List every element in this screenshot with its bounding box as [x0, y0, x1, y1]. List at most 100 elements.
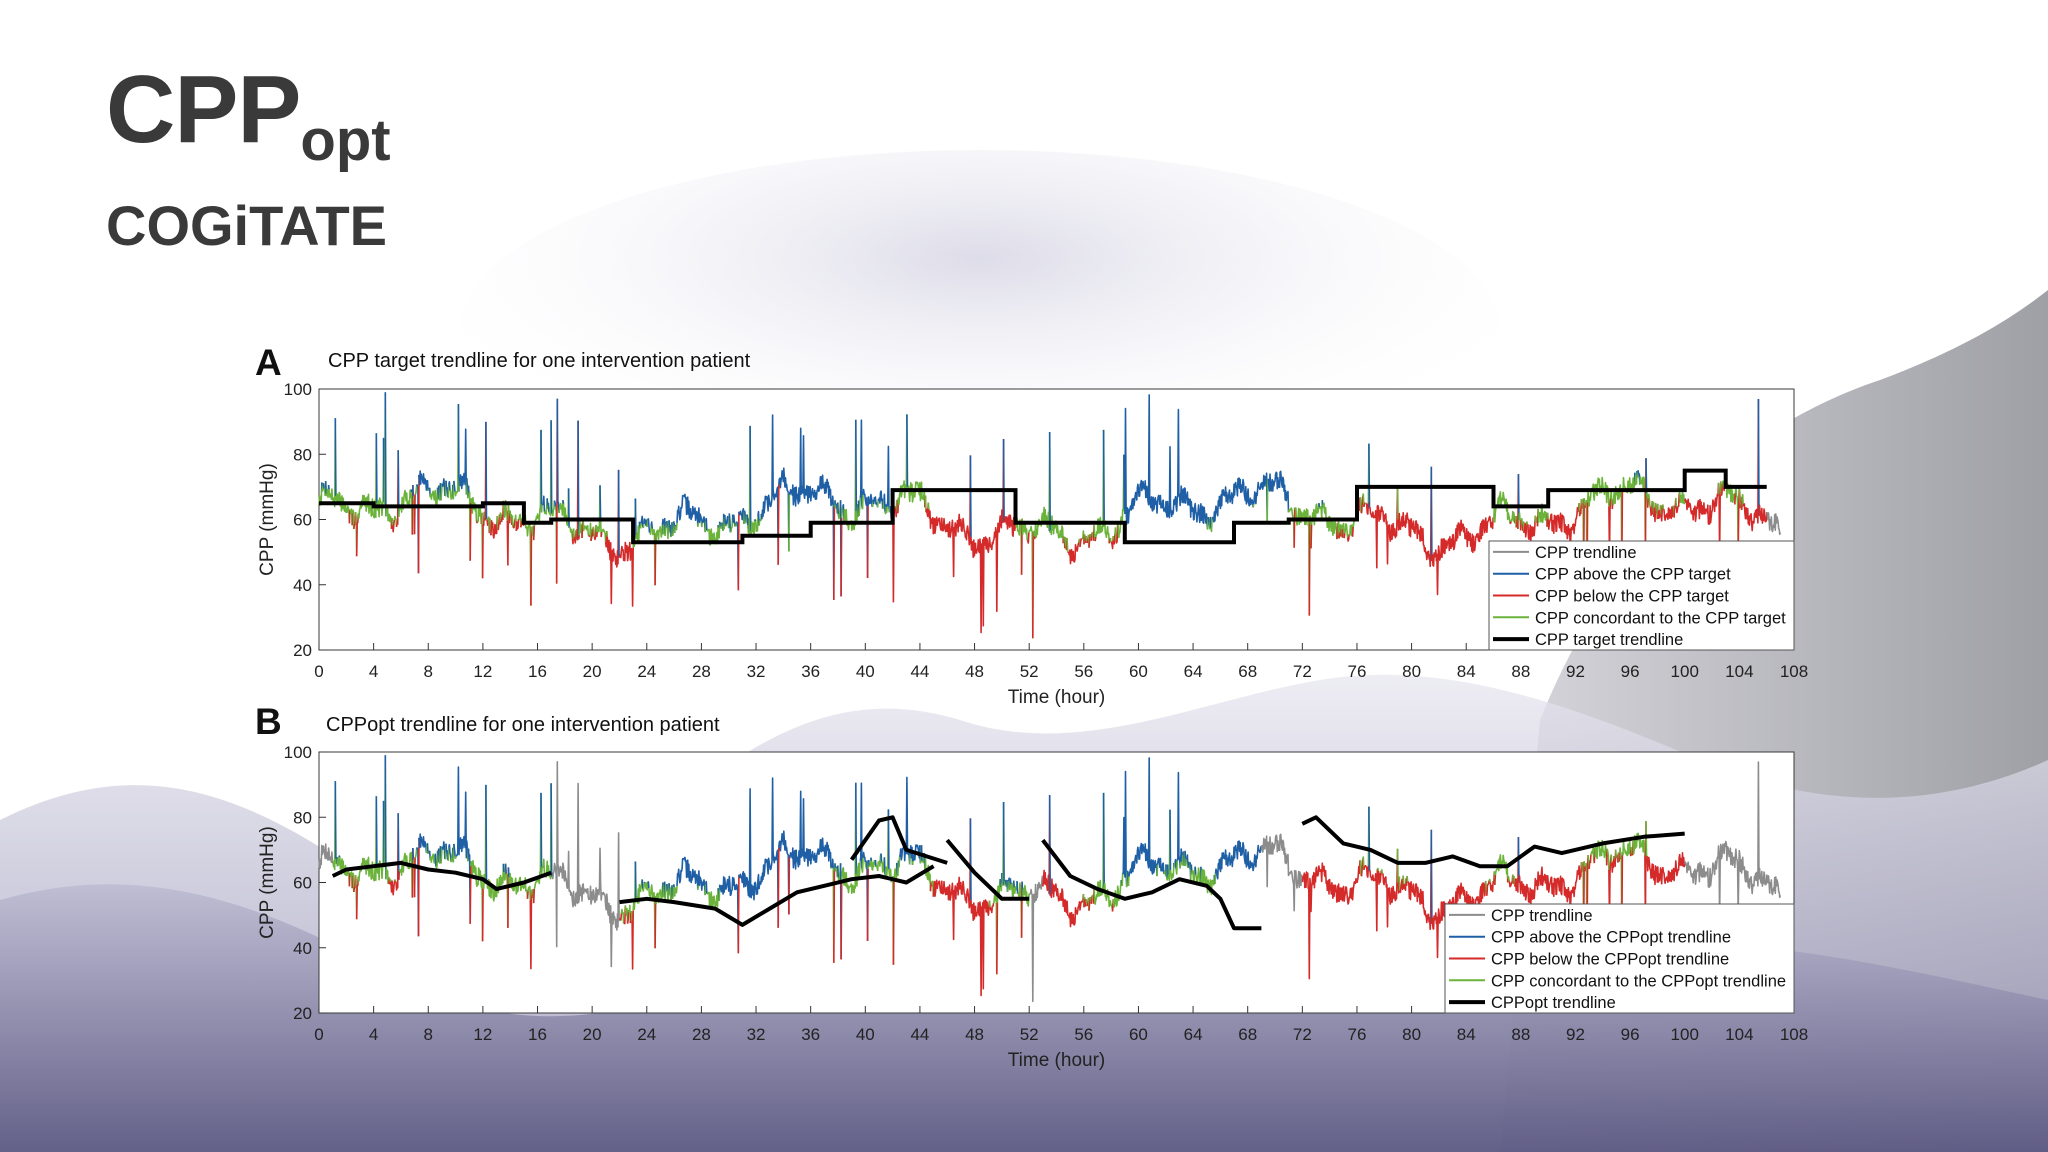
chart-b-cpp-signal [1618, 852, 1621, 862]
chart-a-cpp-signal [1267, 470, 1290, 513]
chart-b-cpp-signal [654, 882, 664, 905]
chart-a-cpp-signal [375, 433, 378, 504]
chart-b-cpp-signal [1002, 801, 1005, 885]
chart-a-cpp-signal [515, 518, 520, 532]
chart-b-cpp-signal [777, 847, 780, 928]
chart-a-cpp-signal [1049, 515, 1064, 544]
chart-b-cpp-signal [1377, 870, 1383, 885]
chart-a-cpp-signal [357, 433, 378, 519]
chart-a-cpp-signal [476, 504, 483, 525]
chart-a-cpp-signal [970, 438, 1005, 634]
chart-a-cpp-signal [1537, 503, 1548, 527]
chart-a-cpp-signal [1659, 504, 1662, 515]
chart-b-cppopt-trendline [1041, 838, 1262, 931]
chart-a-cpp-signal [481, 511, 485, 579]
chart-a-cpp-signal [1523, 521, 1528, 538]
chart-b-cpp-signal [1594, 839, 1608, 866]
chart-a-cpp-signal [617, 469, 620, 558]
chart-b-cpp-signal [630, 910, 633, 921]
chart-b-xtick-label: 72 [1293, 1025, 1312, 1044]
chart-b-cpp-signal [390, 879, 396, 896]
chart-a-cpp-signal [449, 484, 454, 500]
chart-a-cpp-signal [1510, 510, 1516, 524]
chart-a-cpp-signal [1112, 534, 1116, 545]
chart-a-cpp-signal [1102, 429, 1105, 527]
chart-a-cpp-signal [788, 492, 791, 552]
chart-b-cpp-signal [988, 900, 991, 908]
chart-b-xlabel: Time (hour) [1008, 1050, 1105, 1071]
chart-a-cpp-signal [1662, 504, 1665, 510]
chart-a-cpp-signal [511, 515, 514, 528]
chart-b-cpp-signal [643, 881, 646, 884]
chart-a-xtick-label: 36 [801, 662, 820, 681]
chart-b-cpp-signal [1301, 860, 1361, 980]
chart-a-cpp-signal [1519, 519, 1522, 531]
chart-a-cpp-signal [1717, 482, 1720, 495]
chart-a-cpp-signal [568, 526, 574, 540]
chart-a-cpp-signal [596, 485, 601, 533]
chart-a-cpp-signal [858, 497, 862, 516]
chart-b-xtick-label: 32 [747, 1025, 766, 1044]
chart-a-cpp-signal [897, 414, 908, 506]
chart-b-cpp-signal [855, 860, 862, 887]
chart-b-cpp-signal [445, 843, 449, 861]
chart-a-cpp-signal [1114, 527, 1117, 541]
chart-a-cpp-signal [348, 509, 351, 524]
chart-a-cpp-signal [1343, 533, 1346, 539]
slide-title-subscript: opt [300, 108, 391, 173]
chart-a-cpp-signal [384, 392, 387, 517]
chart-b-cpp-signal [1028, 875, 1044, 1003]
chart-b-cppopt-trendline [331, 860, 552, 891]
chart-a-cpp-signal [1310, 524, 1313, 549]
chart-b-cpp-signal [351, 872, 355, 893]
chart-b-cpp-signal [394, 879, 397, 882]
chart-b-cpp-signal [551, 761, 621, 968]
chart-a-cpp-signal [862, 488, 869, 579]
chart-a-legend-label: CPP above the CPP target [1535, 566, 1731, 584]
chart-a-cpp-signal [328, 418, 337, 508]
chart-a-cpp-signal [704, 517, 708, 531]
chart-b-cpp-signal [485, 784, 488, 883]
chart-b-xtick-label: 0 [314, 1025, 323, 1044]
chart-b-cpp-signal [394, 813, 399, 891]
chart-a-cpp-signal [867, 493, 874, 508]
chart-a-cpp-signal [1675, 506, 1679, 514]
chart-a-cpp-signal [1677, 493, 1680, 508]
chart-b-cpp-signal [912, 844, 922, 864]
chart-a-cpp-signal [634, 498, 637, 540]
chart-b-cpp-signal [830, 866, 833, 869]
chart-b-cpp-signal [1406, 876, 1409, 882]
chart-a-cpp-signal [599, 485, 602, 521]
chart-b-cpp-signal [1016, 882, 1023, 938]
chart-a-xtick-label: 32 [747, 662, 766, 681]
chart-b-cpp-signal [875, 855, 882, 872]
chart-a-cpp-signal [1210, 517, 1213, 533]
chart-a-cpp-signal [556, 398, 560, 514]
chart-a-legend-box [1488, 540, 1795, 651]
chart-a-cpp-signal [1116, 454, 1125, 539]
chart-a-xtick-label: 108 [1780, 662, 1808, 681]
chart-b-cpp-signal [626, 909, 630, 924]
chart-a-xtick-label: 88 [1511, 662, 1530, 681]
chart-a-cpp-signal [650, 521, 654, 529]
chart-b-legend-label: CPP below the CPPopt trendline [1491, 951, 1729, 969]
chart-b-cpp-signal [644, 881, 649, 891]
chart-a-cpp-signal [729, 514, 734, 533]
chart-b-cpp-signal [448, 844, 452, 863]
chart-a-ytick-label: 40 [293, 576, 312, 595]
chart-a-cpp-signal [322, 483, 325, 489]
chart-a-xtick-label: 16 [528, 662, 547, 681]
chart-a-cpp-signal [643, 518, 648, 528]
chart-b-cppopt-trendline [619, 864, 935, 927]
chart-a-cpp-signal [1002, 438, 1005, 522]
chart-a-cpp-signal [855, 419, 858, 512]
chart-a-legend-label: CPP target trendline [1535, 631, 1683, 649]
chart-a-cpp-signal [512, 518, 516, 529]
chart-b-cpp-signal [353, 874, 357, 893]
chart-a-cpp-signal [558, 500, 564, 516]
chart-a-xtick-label: 44 [910, 662, 929, 681]
chart-a-cpp-signal [1509, 521, 1512, 525]
chart-a-cpp-signal [1368, 485, 1399, 569]
chart-a-cpp-signal [674, 524, 677, 527]
chart-b-cpp-signal [1645, 852, 1686, 886]
